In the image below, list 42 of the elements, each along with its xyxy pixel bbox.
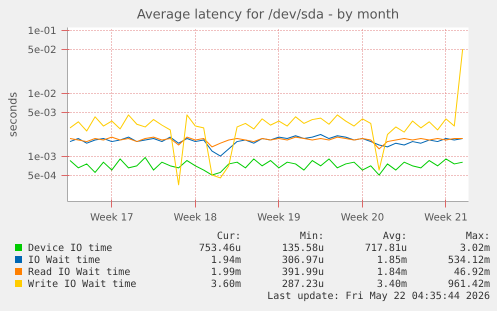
- y-tick-label: 1e-03: [28, 152, 57, 164]
- line-series: [70, 136, 464, 150]
- x-tick-label: Week 19: [257, 212, 301, 224]
- text: 534.12m: [446, 255, 490, 267]
- y-tick-label: 5e-04: [28, 171, 57, 182]
- text: 961.42m: [446, 279, 490, 291]
- text: 1.94m: [210, 255, 241, 267]
- text: Avg:: [382, 231, 407, 243]
- legend-label: Write IO Wait time: [27, 279, 138, 291]
- y-tick-label: 5e-03: [28, 108, 57, 120]
- text: 1.99m: [210, 267, 241, 279]
- text: 135.58u: [280, 243, 324, 255]
- x-tick-label: Week 21: [424, 212, 468, 224]
- text: 46.92m: [452, 267, 490, 279]
- text: 1.84m: [376, 267, 407, 279]
- legend-label: Read IO Wait time: [27, 267, 132, 279]
- text: 287.23u: [280, 279, 324, 291]
- x-tick-label: Week 20: [340, 212, 384, 224]
- line-series: [70, 48, 464, 186]
- text: Cur:: [216, 231, 241, 243]
- text: 3.02m: [458, 243, 490, 255]
- text: 717.81u: [364, 243, 407, 255]
- y-tick-label: 5e-02: [28, 45, 57, 56]
- text: 391.99u: [280, 267, 324, 279]
- text: Last update: Fri May 22 04:35:44 2026: [266, 291, 490, 303]
- text: 3.60m: [210, 279, 241, 291]
- line-series: [70, 134, 464, 157]
- legend-label: IO Wait time: [27, 255, 102, 267]
- text: Min:: [298, 231, 324, 243]
- text: 753.46u: [198, 243, 241, 255]
- text: 1.85m: [376, 255, 407, 267]
- x-tick-label: Week 17: [90, 212, 134, 224]
- y-axis-title: seconds: [6, 92, 20, 137]
- x-tick-label: Week 18: [174, 212, 217, 224]
- line-series: [70, 156, 464, 176]
- chart-title: Average latency for /dev/sda - by month: [136, 8, 400, 22]
- text: 306.97u: [280, 255, 324, 267]
- text: 3.40m: [376, 279, 407, 291]
- y-tick-label: 1e-01: [28, 26, 57, 38]
- legend-label: Device IO time: [27, 243, 114, 255]
- y-tick-label: 1e-02: [28, 89, 57, 100]
- text: Max:: [464, 231, 490, 243]
